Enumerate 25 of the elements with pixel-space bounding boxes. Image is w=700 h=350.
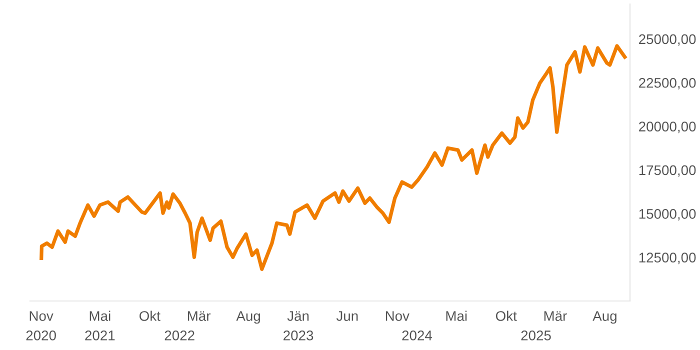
x-tick-label: Jän [287,311,309,321]
x2-tick-label: 2021 [85,330,115,340]
x-tick-label: Mär [544,311,567,321]
x-tick-label: Nov [386,311,410,321]
y-tick-label: 15000,00 [639,208,696,220]
y-tick-label: 22500,00 [639,78,696,90]
x2-tick-label: 2025 [521,330,551,340]
x-tick-label: Okt [496,310,517,321]
x-tick-label: Aug [592,311,616,324]
line-series [40,44,627,272]
y-tick-label: 20000,00 [639,122,696,134]
x2-tick-label: 2024 [402,330,432,340]
x-tick-label: Okt [140,310,160,321]
x-tick-label: Mär [188,311,211,321]
x2-tick-label: 2023 [284,330,314,340]
x-tick-label: Jun [336,311,358,321]
x-tick-label: Mai [90,310,110,321]
y-tick-label: 12500,00 [639,252,696,264]
x2-tick-label: 2020 [26,330,56,340]
x-tick-label: Mai [446,310,467,321]
x-tick-label: Nov [30,311,54,321]
x-tick-label: Aug [236,311,260,324]
y-tick-label: 25000,00 [639,34,696,46]
x2-tick-label: 2022 [164,330,194,340]
y-tick-label: 17500,00 [639,165,696,177]
